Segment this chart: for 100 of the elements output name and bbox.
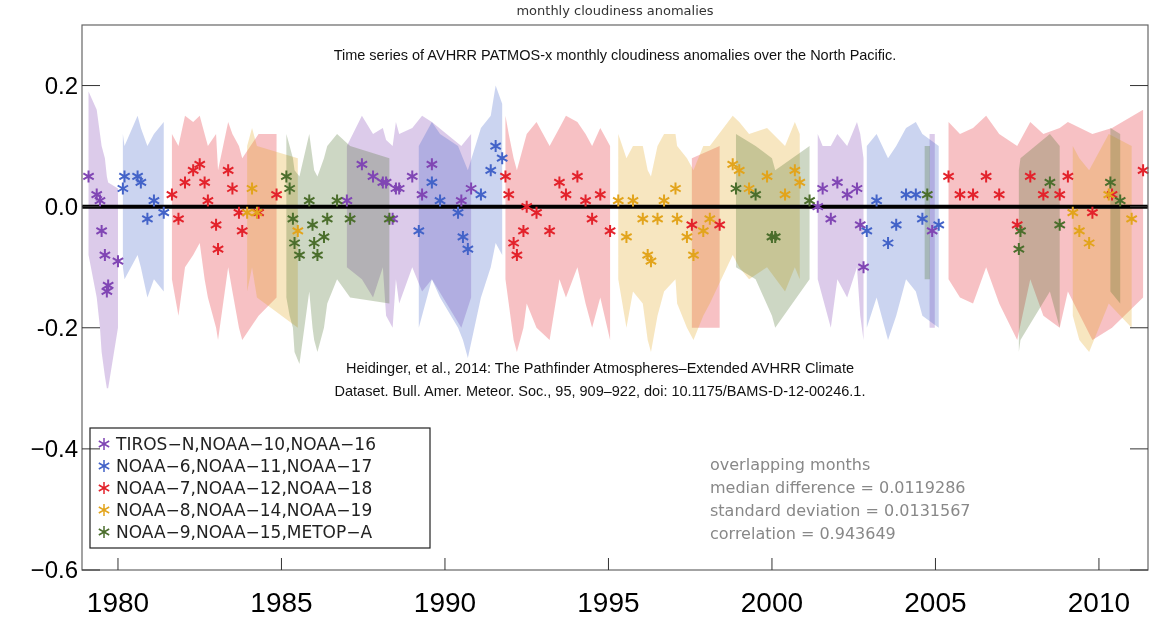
point <box>1053 217 1066 232</box>
point <box>553 175 566 190</box>
point <box>788 163 802 178</box>
point <box>95 223 108 238</box>
point <box>520 199 533 214</box>
point <box>111 254 125 269</box>
point <box>742 181 756 196</box>
point <box>626 193 640 208</box>
point <box>82 169 95 184</box>
point <box>366 169 380 184</box>
annotation: Heidinger, et al., 2014: The Pathfinder Atmospheres–Extended AVHRR Climate <box>345 360 855 376</box>
point <box>280 169 293 184</box>
point <box>925 223 939 238</box>
point <box>510 248 524 263</box>
point <box>118 169 131 184</box>
point <box>461 242 475 257</box>
point <box>433 193 447 208</box>
point <box>778 187 792 202</box>
point <box>769 229 782 244</box>
point <box>93 193 107 208</box>
x-tick-label: 1990 <box>413 587 477 618</box>
point <box>489 139 502 154</box>
point <box>921 187 934 202</box>
point <box>1102 187 1115 202</box>
point <box>1104 175 1117 190</box>
point <box>579 193 592 208</box>
point <box>303 193 316 208</box>
point <box>670 211 684 226</box>
point <box>343 211 357 226</box>
point <box>293 248 306 263</box>
x-tick-label: 2005 <box>904 587 967 618</box>
point <box>979 169 993 184</box>
point <box>221 163 235 178</box>
point <box>881 236 895 250</box>
point <box>840 187 854 202</box>
point <box>909 187 923 202</box>
point <box>165 187 179 202</box>
point <box>1066 205 1079 220</box>
point <box>585 211 599 226</box>
point <box>916 211 929 226</box>
x-tick-label: 2000 <box>740 587 804 618</box>
point <box>1136 163 1150 178</box>
point <box>101 278 115 293</box>
point <box>1061 169 1075 184</box>
point <box>685 217 699 232</box>
point <box>283 181 296 196</box>
point <box>713 217 726 232</box>
point <box>760 169 774 184</box>
point <box>1086 205 1099 220</box>
point <box>793 175 806 190</box>
point <box>355 157 369 172</box>
point <box>854 217 867 232</box>
point <box>1073 223 1086 238</box>
point <box>765 229 779 244</box>
point <box>464 181 478 196</box>
point <box>172 211 185 226</box>
y-tick-label: −0.6 <box>30 556 78 584</box>
point <box>733 163 746 178</box>
point <box>966 187 980 202</box>
point <box>1105 187 1119 202</box>
point <box>870 193 883 208</box>
point <box>1014 223 1027 238</box>
point <box>620 229 633 244</box>
point <box>456 229 470 244</box>
y-tick-label: −0.4 <box>30 435 78 463</box>
point <box>116 181 130 196</box>
point <box>1037 187 1050 202</box>
point <box>1125 211 1138 226</box>
y-tick-label: -0.2 <box>36 314 78 342</box>
point <box>502 187 515 202</box>
point <box>890 217 903 232</box>
point <box>571 169 584 184</box>
x-tick-label: 1995 <box>577 587 640 618</box>
point <box>1043 175 1057 190</box>
legend-label: NOAA−9,NOAA−15,METOP−A <box>116 521 373 542</box>
annotation: Dataset. Bull. Amer. Meteor. Soc., 95, 909–922, doi: 10.1175/BAMS-D-12-00246.1. <box>334 383 866 399</box>
point <box>340 193 354 208</box>
point <box>697 223 710 238</box>
point <box>157 205 170 220</box>
point <box>236 223 249 238</box>
point <box>330 193 344 208</box>
point <box>636 211 649 226</box>
point <box>211 242 225 257</box>
point <box>425 157 439 172</box>
point <box>245 181 259 196</box>
point <box>530 205 543 220</box>
text: Time series of AVHRR PATMOS-x monthly cloudiness anomalies over the North Pacific. <box>333 47 897 63</box>
point <box>824 211 838 226</box>
legend-label: NOAA−8,NOAA−14,NOAA−19 <box>116 499 373 520</box>
point <box>651 211 664 226</box>
point <box>932 217 945 232</box>
point <box>317 229 331 244</box>
point <box>942 169 955 184</box>
y-tick-label: 0.0 <box>44 193 78 221</box>
point <box>1053 187 1066 202</box>
x-tick-label: 1980 <box>86 587 150 618</box>
point <box>857 260 870 275</box>
point <box>729 181 743 196</box>
point <box>291 223 305 238</box>
point <box>495 151 509 166</box>
